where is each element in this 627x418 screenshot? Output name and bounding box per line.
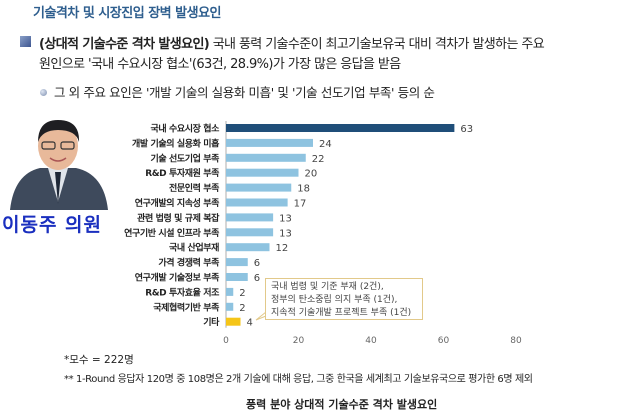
person-photo <box>6 112 110 210</box>
sub-bullet-text: 그 외 주요 요인은 '개발 기술의 실용화 미흡' 및 '기술 선도기업 부족… <box>54 85 435 100</box>
x-tick-label: 40 <box>365 336 377 346</box>
bar <box>226 213 274 222</box>
data-label: 13 <box>279 228 292 239</box>
category-label: 국내 수요시장 협소 <box>150 123 220 135</box>
bar <box>226 317 241 326</box>
bullet-paragraph-line2: 원인으로 '국내 수요시장 협소'(63건, 28.9%)가 가장 많은 응답을… <box>39 57 401 72</box>
category-label: 기술 선도기업 부족 <box>150 152 219 164</box>
footnote-sample: *모수 = 222명 <box>64 354 134 366</box>
x-tick-label: 0 <box>223 336 229 346</box>
category-label: 가격 경쟁력 부족 <box>158 257 219 269</box>
category-label: 기타 <box>203 316 220 328</box>
category-label: 연구개발 기술정보 부족 <box>135 272 219 284</box>
data-label: 63 <box>460 124 473 135</box>
data-label: 20 <box>305 169 318 180</box>
bar <box>226 243 270 252</box>
data-label: 12 <box>276 243 289 254</box>
callout-pointer <box>255 311 267 321</box>
annotation-line: 정부의 탄소중립 의지 부족 (1건), <box>271 295 398 305</box>
bar <box>226 302 234 311</box>
bar <box>226 124 455 132</box>
annotation-callout: 국내 법령 및 기준 부재 (2건), 정부의 탄소중립 의지 부족 (1건),… <box>265 278 423 320</box>
bar <box>226 168 299 177</box>
data-label: 22 <box>312 154 325 165</box>
bar <box>226 228 274 237</box>
data-label: 18 <box>297 184 310 195</box>
category-label: 국내 산업부재 <box>169 242 219 254</box>
bar <box>226 138 313 147</box>
x-tick-label: 60 <box>438 336 450 346</box>
data-label: 6 <box>254 258 260 269</box>
category-label: 연구개발의 지속성 부족 <box>135 197 219 209</box>
category-label: 전문인력 부족 <box>169 182 219 194</box>
annotation-line: 지속적 기술개발 프로젝트 부족 (1건) <box>271 308 412 318</box>
bar <box>226 258 248 267</box>
category-label: 개발 기술의 실용화 미흡 <box>132 137 219 149</box>
category-label: 연구기반 시설 인프라 부족 <box>124 227 219 239</box>
bar <box>226 273 248 281</box>
category-label: R&D 투자재원 부족 <box>145 167 219 179</box>
data-label: 13 <box>279 213 292 224</box>
x-tick-label: 20 <box>293 336 305 346</box>
data-label: 24 <box>319 139 332 150</box>
bar <box>226 183 292 192</box>
bar <box>226 287 234 296</box>
category-label: R&D 투자효율 저조 <box>145 286 220 298</box>
section-title: 기술격차 및 시장진입 장벽 발생요인 <box>33 6 222 21</box>
category-label: 국제협력기반 부족 <box>153 301 219 313</box>
x-tick-label: 80 <box>510 336 522 346</box>
data-label: 4 <box>247 318 253 329</box>
bar <box>226 153 306 162</box>
footnote-detail: ** 1-Round 응답자 120명 중 108명은 2개 기술에 대해 응답… <box>64 374 533 385</box>
data-label: 2 <box>239 288 245 299</box>
square-bullet-icon <box>20 36 31 47</box>
bullet-paragraph-line1: (상대적 기술수준 격차 발생요인) 국내 풍력 기술수준이 최고기술보유국 대… <box>39 33 545 52</box>
data-label: 17 <box>294 199 307 210</box>
circle-bullet-icon <box>40 89 47 96</box>
bar <box>226 198 288 207</box>
bullet-bold-heading: (상대적 기술수준 격차 발생요인) <box>39 37 210 52</box>
data-label: 2 <box>239 303 245 314</box>
annotation-line: 국내 법령 및 기준 부재 (2건), <box>271 282 384 292</box>
bullet-text: 국내 풍력 기술수준이 최고기술보유국 대비 격차가 발생하는 주요 <box>209 37 545 52</box>
category-label: 관련 법령 및 규제 복잡 <box>137 212 220 224</box>
data-label: 6 <box>254 273 260 284</box>
person-name: 이동주 의원 <box>2 214 103 236</box>
chart-caption: 풍력 분야 상대적 기술수준 격차 발생요인 <box>246 398 438 411</box>
